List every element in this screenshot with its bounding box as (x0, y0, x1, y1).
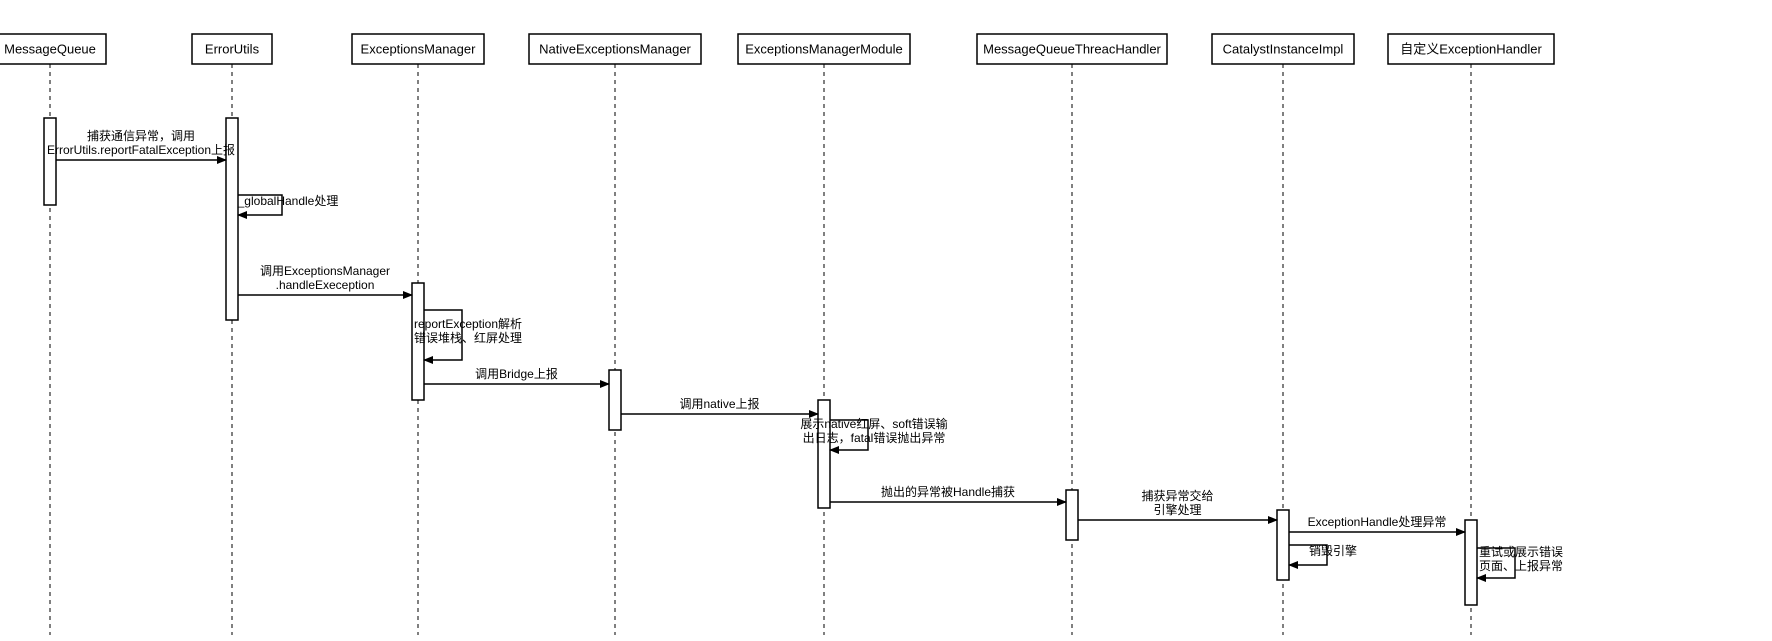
self-message-label-1: _globalHandle处理 (237, 194, 339, 208)
message-label-7: 抛出的异常被Handle捕获 (881, 484, 1015, 499)
participant-label-p6: CatalystInstanceImpl (1223, 41, 1344, 56)
participant-label-p0: MessageQueue (4, 41, 96, 56)
participant-label-p7: 自定义ExceptionHandler (1400, 41, 1542, 56)
message-label-2: 调用ExceptionsManager.handleExeception (260, 264, 390, 292)
participant-label-p5: MessageQueueThreacHandler (983, 41, 1161, 56)
self-message-label-3: reportException解析错误堆栈、红屏处理 (414, 317, 522, 345)
sequence-diagram: MessageQueue ErrorUtils ExceptionsManager N… (0, 0, 1772, 641)
message-label-5: 调用native上报 (679, 396, 759, 411)
self-message-label-6: 展示native红屏、soft错误输出日志，fatal错误抛出异常 (800, 416, 947, 445)
message-label-9: ExceptionHandle处理异常 (1308, 515, 1447, 529)
message-label-0: 捕获通信异常，调用ErrorUtils.reportFatalException… (47, 128, 235, 157)
activation-p3 (609, 370, 621, 430)
participant-label-p3: NativeExceptionsManager (539, 41, 691, 56)
participant-label-p4: ExceptionsManagerModule (745, 41, 903, 56)
activation-p0 (44, 118, 56, 205)
message-label-8: 捕获异常交给引擎处理 (1141, 488, 1213, 517)
activation-p5 (1066, 490, 1078, 540)
message-label-4: 调用Bridge上报 (475, 366, 558, 381)
participant-label-p2: ExceptionsManager (361, 41, 477, 56)
self-message-label-11: 重试或展示错误页面、上报异常 (1479, 544, 1563, 573)
participant-label-p1: ErrorUtils (205, 41, 260, 56)
self-message-label-10: 销毁引擎 (1309, 543, 1357, 558)
activation-p7 (1465, 520, 1477, 605)
activation-p6 (1277, 510, 1289, 580)
